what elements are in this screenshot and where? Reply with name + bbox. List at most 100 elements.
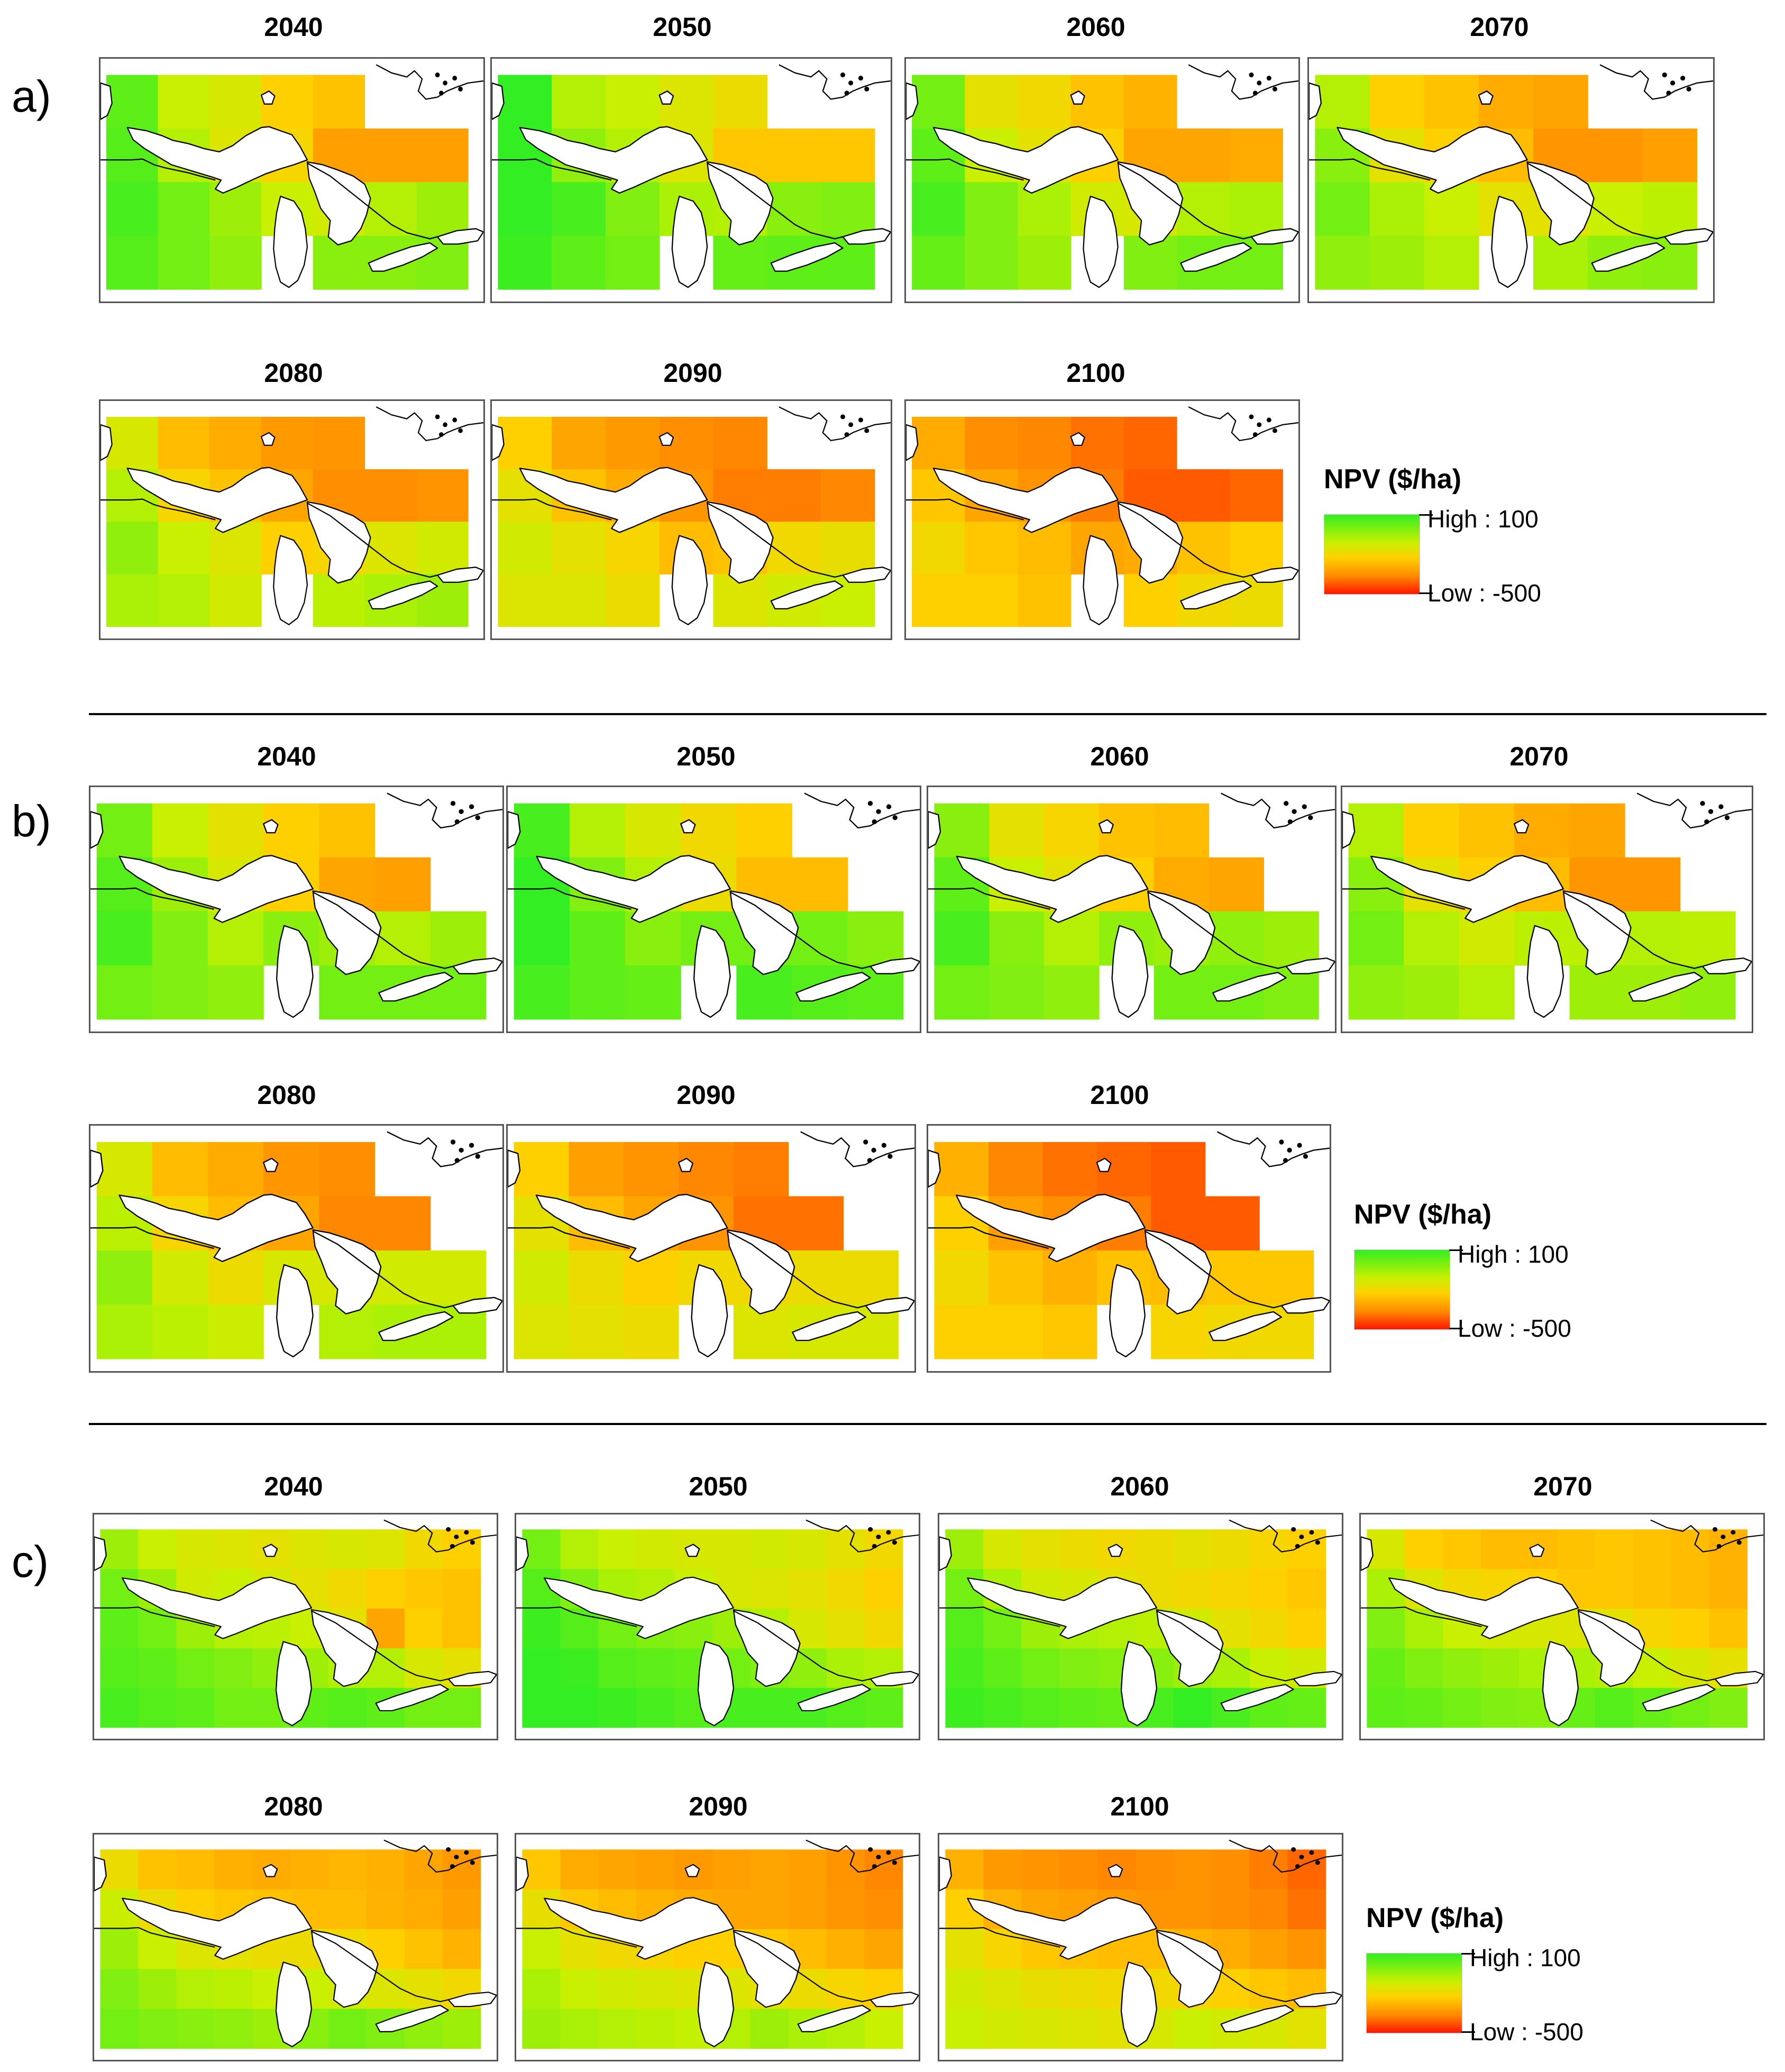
island-marker — [454, 1535, 459, 1539]
year-title-c-2040: 2040 — [264, 1472, 323, 1501]
lake-huron — [312, 890, 382, 975]
border-line — [307, 162, 438, 240]
map-a-2090 — [490, 399, 892, 640]
npv-map — [1361, 1514, 1763, 1739]
border-line — [1145, 1230, 1282, 1309]
npv-grid-cell — [1680, 911, 1736, 966]
island-marker — [864, 86, 869, 92]
lake-michigan — [276, 925, 314, 1018]
npv-grid-cell — [96, 1304, 153, 1359]
npv-grid-cell — [1588, 128, 1643, 182]
lake-winnipeg-edge — [928, 1149, 941, 1188]
island-marker — [872, 819, 877, 825]
lake-huron — [729, 890, 799, 975]
legend-tick — [1461, 1953, 1475, 1955]
lake-michigan — [1111, 925, 1149, 1018]
npv-grid-cell — [1595, 1687, 1634, 1728]
npv-grid-cell — [514, 803, 570, 858]
lake-huron — [1562, 890, 1632, 975]
npv-grid-cell — [864, 1889, 903, 1930]
island-marker — [1704, 819, 1709, 825]
lake-huron — [727, 1229, 795, 1315]
npv-grid-cell — [826, 1569, 865, 1609]
npv-grid-cell — [560, 1648, 599, 1688]
npv-grid-cell — [1042, 1304, 1097, 1359]
island-marker — [1700, 801, 1705, 806]
lake-ontario — [437, 567, 483, 583]
npv-grid-cell — [552, 574, 606, 627]
npv-grid-cell — [214, 1648, 253, 1688]
island-marker — [458, 86, 463, 92]
npv-grid-cell — [552, 75, 606, 129]
npv-grid-cell — [328, 1849, 367, 1890]
year-title-b-2040: 2040 — [257, 742, 316, 771]
npv-grid-cell — [1459, 965, 1515, 1020]
npv-grid-cell — [430, 1250, 487, 1305]
npv-grid-cell — [1367, 1529, 1405, 1569]
npv-grid-cell — [158, 75, 210, 129]
npv-grid-cell — [364, 522, 417, 574]
npv-grid-cell — [1059, 2009, 1098, 2049]
npv-grid-cell — [1135, 1529, 1174, 1569]
island-marker — [863, 1139, 868, 1145]
lake-superior — [535, 1193, 728, 1262]
npv-grid-cell — [560, 1929, 599, 1969]
npv-grid-cell — [404, 1529, 443, 1569]
lake-winnipeg-edge — [508, 811, 521, 849]
legend-low-label: Low : -500 — [1427, 579, 1541, 607]
james-bay-coast — [1229, 1519, 1342, 1553]
npv-grid-cell — [1709, 1569, 1748, 1609]
npv-grid-cell — [404, 1569, 443, 1609]
npv-map — [94, 1514, 497, 1739]
year-title-b-2090: 2090 — [676, 1080, 736, 1110]
npv-grid-cell — [176, 1969, 215, 2010]
npv-grid-cell — [328, 1687, 367, 1728]
npv-grid-cell — [498, 182, 552, 236]
npv-grid-cell — [598, 1687, 637, 1728]
island-marker — [886, 1530, 891, 1535]
year-title-a-2050: 2050 — [653, 12, 712, 42]
legend-high-label: High : 100 — [1458, 1240, 1569, 1268]
npv-grid-cell — [1176, 522, 1230, 574]
npv-map — [1309, 59, 1713, 302]
lake-huron — [312, 1229, 382, 1315]
lake-michigan — [273, 535, 308, 625]
npv-grid-cell — [208, 965, 264, 1020]
npv-grid-cell — [733, 1142, 789, 1197]
npv-grid-cell — [100, 1648, 139, 1688]
npv-grid-cell — [1230, 469, 1283, 522]
npv-grid-cell — [96, 1142, 153, 1197]
legend-high-label: High : 100 — [1470, 1944, 1581, 1971]
legend-c: NPV ($/ha) High : 100 Low : -500 — [1366, 1904, 1662, 2063]
npv-grid-cell — [864, 1687, 903, 1728]
lake-ontario — [842, 228, 891, 245]
lake-superior — [967, 1897, 1158, 1960]
lake-erie — [1212, 972, 1287, 1002]
npv-grid-cell — [96, 803, 153, 858]
npv-grid-cell — [788, 1849, 827, 1890]
npv-grid-cell — [636, 1648, 675, 1688]
npv-grid-cell — [96, 965, 153, 1020]
lake-winnipeg-edge — [939, 1856, 952, 1892]
lake-nipigon — [678, 1157, 694, 1172]
npv-grid-cell — [1209, 857, 1265, 912]
lake-nipigon — [263, 1157, 279, 1172]
island-marker — [868, 1527, 873, 1532]
npv-grid-cell — [514, 911, 570, 966]
npv-grid-cell — [208, 803, 264, 858]
npv-grid-cell — [636, 1687, 675, 1728]
npv-grid-cell — [1021, 1529, 1060, 1569]
npv-grid-cell — [1443, 1687, 1481, 1728]
island-marker — [886, 804, 892, 809]
npv-grid-cell — [522, 1929, 561, 1969]
npv-grid-cell — [750, 2009, 789, 2049]
lake-huron — [306, 161, 371, 246]
island-marker — [1291, 1847, 1296, 1852]
npv-map — [100, 401, 483, 638]
lake-ontario — [869, 1992, 919, 2007]
npv-grid-cell — [1249, 1889, 1288, 1930]
lake-nipigon — [260, 90, 276, 105]
npv-grid-cell — [1211, 1529, 1250, 1569]
npv-grid-cell — [569, 965, 626, 1020]
